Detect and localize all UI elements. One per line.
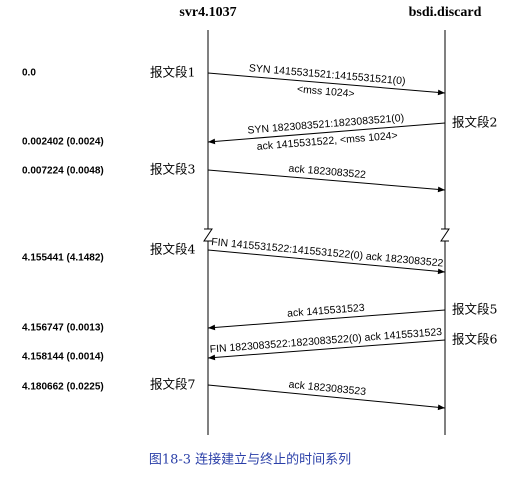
caption: 图18-3 连接建立与终止的时间系列 (149, 452, 351, 468)
time-label: 0.007224 (0.0048) (22, 166, 104, 177)
segment-label: 报文段7 (150, 377, 196, 392)
segment-text: FIN 1415531522:1415531522(0) ack 1823083… (211, 236, 444, 269)
segment-label: 报文段6 (452, 332, 498, 347)
segment-label: 报文段3 (150, 162, 196, 177)
segment-arrow (207, 122, 446, 145)
segment-label: 报文段4 (150, 242, 196, 257)
left-host: svr4.1037 (179, 5, 236, 20)
segment-label: 报文段2 (452, 115, 497, 130)
host-lines (203, 30, 450, 435)
time-label: 4.180662 (0.0225) (22, 382, 104, 393)
segment-label: 报文段5 (452, 302, 497, 317)
segment-text: SYN 1415531521:1415531521(0) (248, 62, 406, 87)
segment-text: ack 1823083522 (288, 163, 367, 182)
segment-arrow (207, 249, 446, 275)
time-label: 4.158144 (0.0014) (22, 352, 104, 363)
time-label: 4.156747 (0.0013) (22, 323, 104, 334)
segment-text: ack 1823083523 (288, 379, 367, 398)
segment-label: 报文段1 (150, 65, 195, 80)
segment-arrow (207, 384, 446, 411)
segment-arrow (207, 309, 446, 331)
time-label: 4.155441 (4.1482) (22, 253, 104, 264)
segment-arrow (207, 339, 446, 361)
segment-arrow (207, 72, 446, 96)
segment-text: FIN 1823083522:1823083522(0) ack 1415531… (209, 326, 442, 356)
time-label: 0.0 (22, 68, 36, 79)
time-label: 0.002402 (0.0024) (22, 137, 104, 148)
segment-text: <mss 1024> (296, 83, 355, 100)
segment-text: ack 1415531523 (287, 302, 365, 320)
segment-arrow (207, 169, 446, 193)
right-host: bsdi.discard (409, 5, 482, 20)
